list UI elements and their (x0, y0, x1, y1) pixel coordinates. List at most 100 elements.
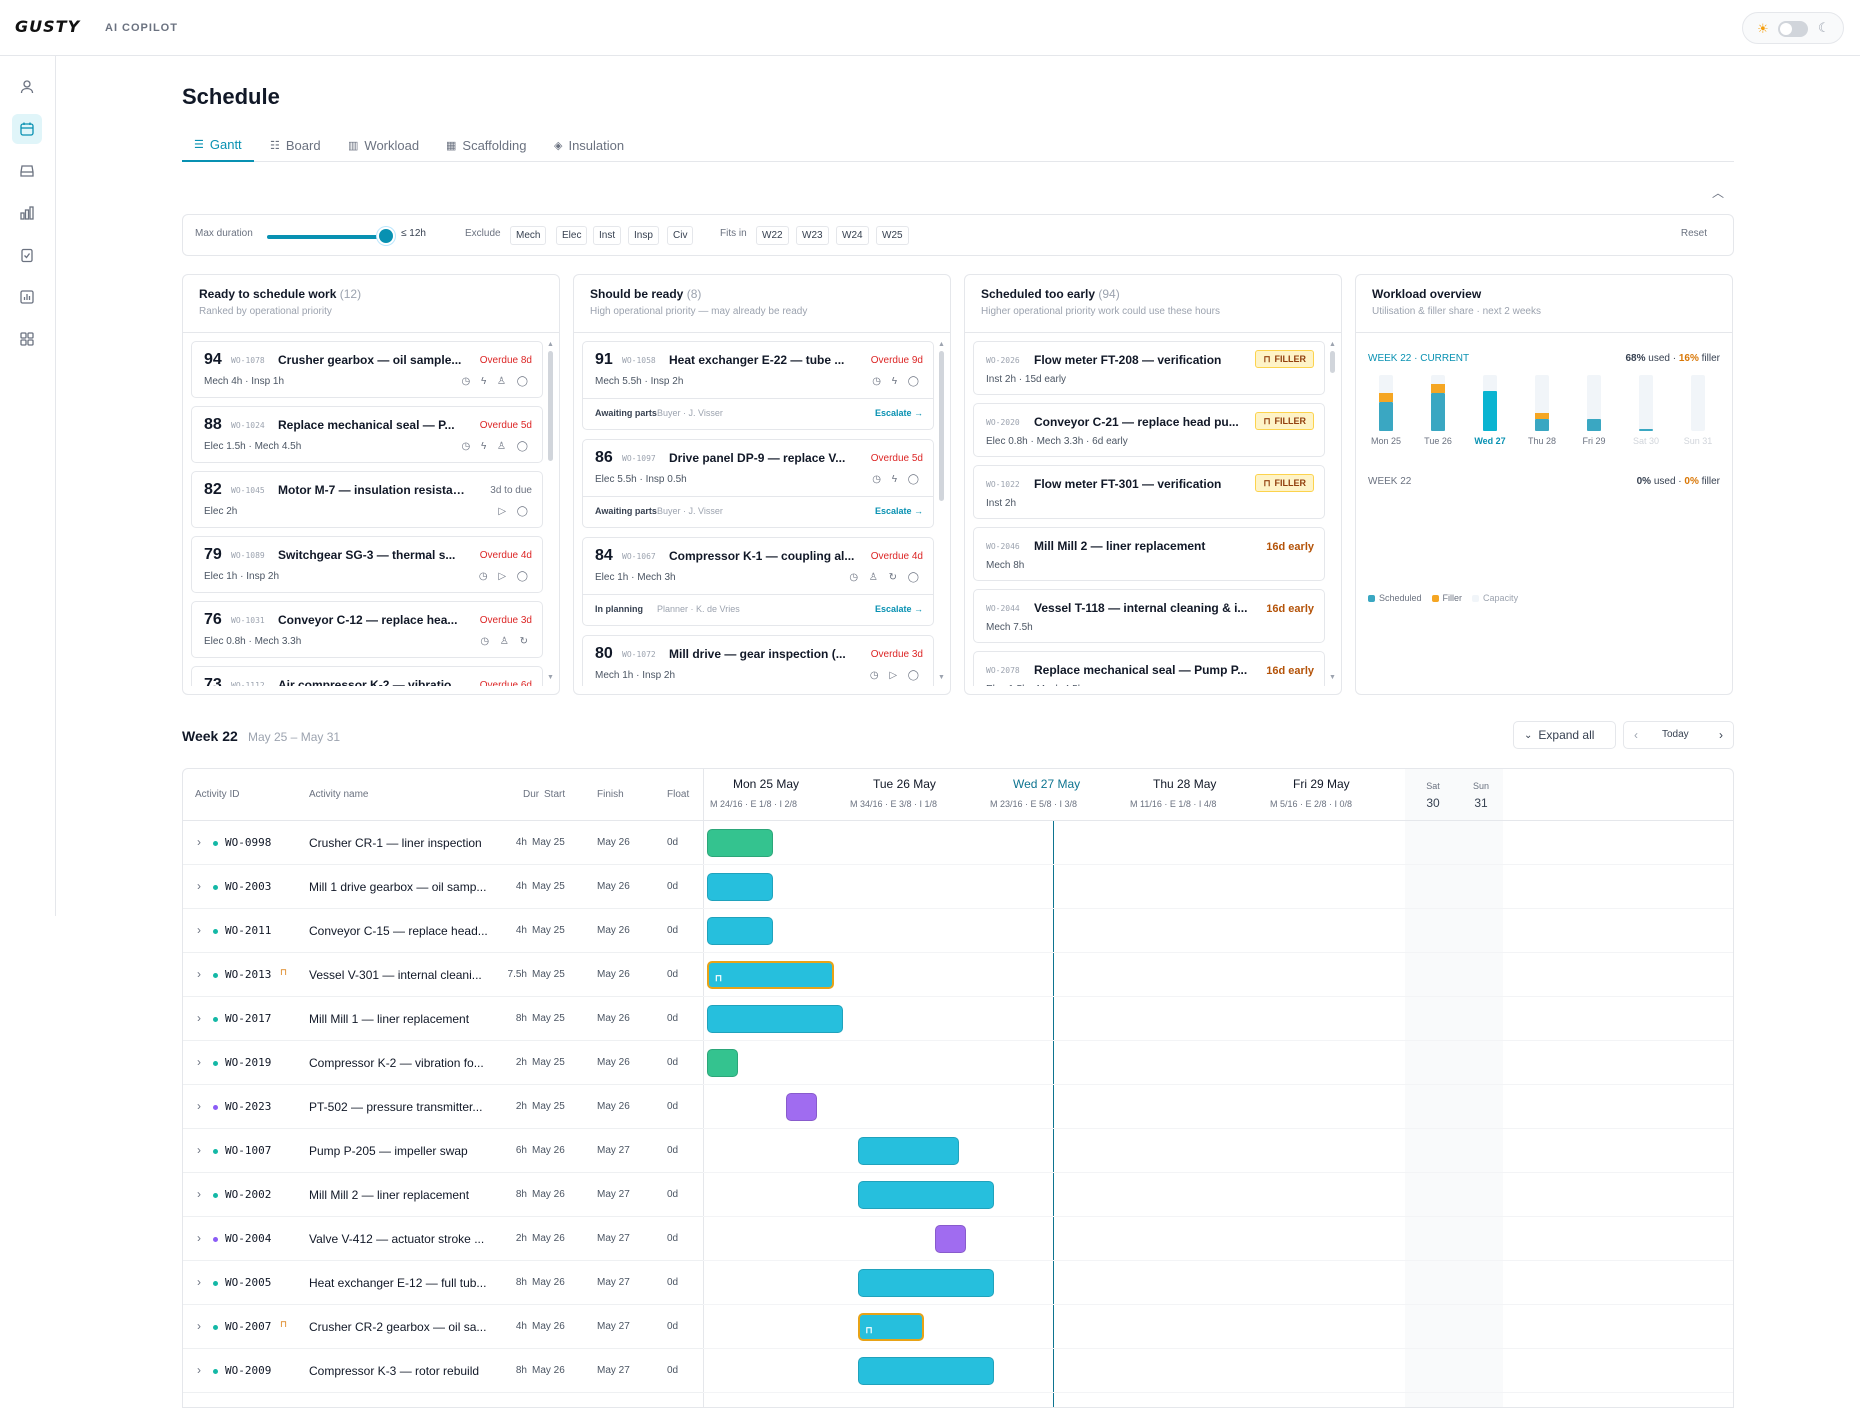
calendar-icon[interactable] (12, 114, 42, 144)
user-icon[interactable] (12, 72, 42, 102)
gantt-splitter[interactable] (703, 769, 704, 1407)
col-activity-name[interactable]: Activity name (309, 789, 369, 800)
work-order-card[interactable]: 88 WO-1024 Replace mechanical seal — P... O… (191, 406, 543, 463)
scroll-down-icon[interactable]: ▼ (1329, 674, 1336, 681)
scroll-down-icon[interactable]: ▼ (938, 674, 945, 681)
scrollbar[interactable]: ▲ ▼ (547, 341, 554, 681)
tab-scaffolding[interactable]: ▦ Scaffolding (446, 128, 527, 162)
gantt-bar[interactable]: ⊓ (707, 961, 835, 989)
collapse-chevron-icon[interactable]: ︿ (1712, 186, 1725, 200)
chevron-right-icon[interactable]: › (197, 967, 201, 981)
escalate-button[interactable]: Escalate → (874, 604, 923, 614)
exclude-chip-insp[interactable]: Insp (628, 226, 659, 245)
scroll-down-icon[interactable]: ▼ (547, 674, 554, 681)
scrollbar[interactable]: ▲ ▼ (1329, 341, 1336, 681)
gantt-bar[interactable] (707, 1005, 843, 1033)
report-icon[interactable] (12, 282, 42, 312)
table-row[interactable]: › WO-2009 Compressor K-3 — rotor rebuild 8h… (183, 1349, 703, 1393)
scroll-up-icon[interactable]: ▲ (938, 341, 945, 348)
chevron-right-icon[interactable]: › (197, 1143, 201, 1157)
work-order-card[interactable]: WO-2046 Mill Mill 2 — liner replacement 16… (973, 527, 1325, 581)
scrollbar-thumb[interactable] (939, 351, 944, 501)
col-start[interactable]: Start (544, 789, 566, 800)
escalate-button[interactable]: Escalate → (874, 506, 923, 516)
max-duration-slider-track[interactable] (267, 235, 385, 239)
exclude-chip-inst[interactable]: Inst (593, 226, 622, 245)
reset-filters-button[interactable]: Reset (1680, 228, 1707, 239)
table-row[interactable]: › WO-2004 Valve V-412 — actuator stroke ..… (183, 1217, 703, 1261)
fits-chip-w24[interactable]: W24 (836, 226, 869, 245)
prev-week-icon[interactable]: ‹ (1634, 728, 1638, 742)
gantt-bar[interactable] (707, 829, 773, 857)
col-dur[interactable]: Dur (523, 789, 540, 800)
gantt-bar[interactable] (857, 1181, 994, 1209)
table-row[interactable]: › WO-2017 Mill Mill 1 — liner replacement 8… (183, 997, 703, 1041)
checklist-icon[interactable] (12, 240, 42, 270)
gantt-bar[interactable] (857, 1137, 959, 1165)
fits-chip-w25[interactable]: W25 (876, 226, 909, 245)
fits-chip-w22[interactable]: W22 (756, 226, 789, 245)
work-order-card[interactable]: WO-2044 Vessel T-118 — internal cleaning … (973, 589, 1325, 643)
chevron-right-icon[interactable]: › (197, 1099, 201, 1113)
table-row[interactable]: › WO-2005 Heat exchanger E-12 — full tub..… (183, 1261, 703, 1305)
max-duration-slider-handle[interactable] (379, 229, 393, 243)
tab-workload[interactable]: ▥ Workload (348, 128, 419, 162)
work-order-card[interactable]: WO-2020 Conveyor C-21 — replace head pu..… (973, 403, 1325, 457)
work-order-card[interactable]: WO-2026 Flow meter FT-208 — verification ⊓… (973, 341, 1325, 395)
exclude-chip-elec[interactable]: Elec (556, 226, 588, 245)
scrollbar-thumb[interactable] (1330, 351, 1335, 373)
tab-insulation[interactable]: ◈ Insulation (554, 128, 624, 162)
gantt-bar[interactable] (934, 1225, 966, 1253)
chevron-right-icon[interactable]: › (197, 1275, 201, 1289)
exclude-chip-mech[interactable]: Mech (510, 226, 547, 245)
scrollbar-thumb[interactable] (548, 351, 553, 461)
scroll-up-icon[interactable]: ▲ (547, 341, 554, 348)
chevron-right-icon[interactable]: › (197, 923, 201, 937)
inbox-icon[interactable] (12, 156, 42, 186)
work-order-card[interactable]: 76 WO-1031 Conveyor C-12 — replace hea... O… (191, 601, 543, 658)
chevron-right-icon[interactable]: › (197, 1319, 201, 1333)
fits-chip-w23[interactable]: W23 (796, 226, 829, 245)
work-order-card[interactable]: 84 WO-1067 Compressor K-1 — coupling al...… (582, 537, 934, 626)
gantt-bar[interactable] (707, 917, 773, 945)
table-row[interactable]: › WO-2003 Mill 1 drive gearbox — oil samp.… (183, 865, 703, 909)
app-logo[interactable]: GUSTY (15, 17, 81, 36)
theme-toggle[interactable]: ☀ ☾ (1742, 12, 1844, 44)
chevron-right-icon[interactable]: › (197, 1231, 201, 1245)
work-order-card[interactable]: 94 WO-1078 Crusher gearbox — oil sample...… (191, 341, 543, 398)
col-float[interactable]: Float (667, 789, 690, 800)
escalate-button[interactable]: Escalate → (874, 408, 923, 418)
chevron-right-icon[interactable]: › (197, 1011, 201, 1025)
work-order-card[interactable]: 73 WO-1112 Air compressor K-2 — vibratio..… (191, 666, 543, 686)
table-row[interactable]: › WO-2023 PT-502 — pressure transmitter...… (183, 1085, 703, 1129)
apps-icon[interactable] (12, 324, 42, 354)
scroll-up-icon[interactable]: ▲ (1329, 341, 1336, 348)
tab-gantt[interactable]: ☰ Gantt (182, 128, 254, 162)
theme-switch[interactable] (1778, 21, 1808, 37)
gantt-bar[interactable] (707, 1049, 738, 1077)
chevron-right-icon[interactable]: › (197, 835, 201, 849)
tab-board[interactable]: ☷ Board (270, 128, 321, 162)
col-activity-id[interactable]: Activity ID (195, 789, 240, 800)
next-week-icon[interactable]: › (1719, 728, 1723, 742)
chevron-right-icon[interactable]: › (197, 1363, 201, 1377)
gantt-bar[interactable] (857, 1269, 994, 1297)
table-row[interactable]: › WO-2002 Mill Mill 2 — liner replacement 8… (183, 1173, 703, 1217)
work-order-card[interactable]: WO-2078 Replace mechanical seal — Pump P.… (973, 651, 1325, 686)
work-order-card[interactable]: 91 WO-1058 Heat exchanger E-22 — tube ... O… (582, 341, 934, 430)
table-row[interactable]: › WO-2007 ⊓ Crusher CR-2 gearbox — oil sa..… (183, 1305, 703, 1349)
table-row[interactable]: › WO-2013 ⊓ Vessel V-301 — internal cleani.… (183, 953, 703, 997)
scrollbar[interactable]: ▲ ▼ (938, 341, 945, 681)
work-order-card[interactable]: 79 WO-1089 Switchgear SG-3 — thermal s... O… (191, 536, 543, 593)
work-order-card[interactable]: 86 WO-1097 Drive panel DP-9 — replace V...… (582, 439, 934, 528)
col-finish[interactable]: Finish (597, 789, 624, 800)
work-order-card[interactable]: 80 WO-1072 Mill drive — gear inspection (.… (582, 635, 934, 686)
analytics-icon[interactable] (12, 198, 42, 228)
gantt-bar[interactable]: ⊓ (857, 1313, 924, 1341)
work-order-card[interactable]: 82 WO-1045 Motor M-7 — insulation resistan… (191, 471, 543, 528)
gantt-bar[interactable] (857, 1357, 994, 1385)
table-row[interactable]: › WO-0998 Crusher CR-1 — liner inspection 4… (183, 821, 703, 865)
exclude-chip-civ[interactable]: Civ (667, 226, 694, 245)
table-row[interactable]: › WO-2011 Conveyor C-15 — replace head... 4… (183, 909, 703, 953)
table-row[interactable]: › WO-2019 Compressor K-2 — vibration fo...… (183, 1041, 703, 1085)
